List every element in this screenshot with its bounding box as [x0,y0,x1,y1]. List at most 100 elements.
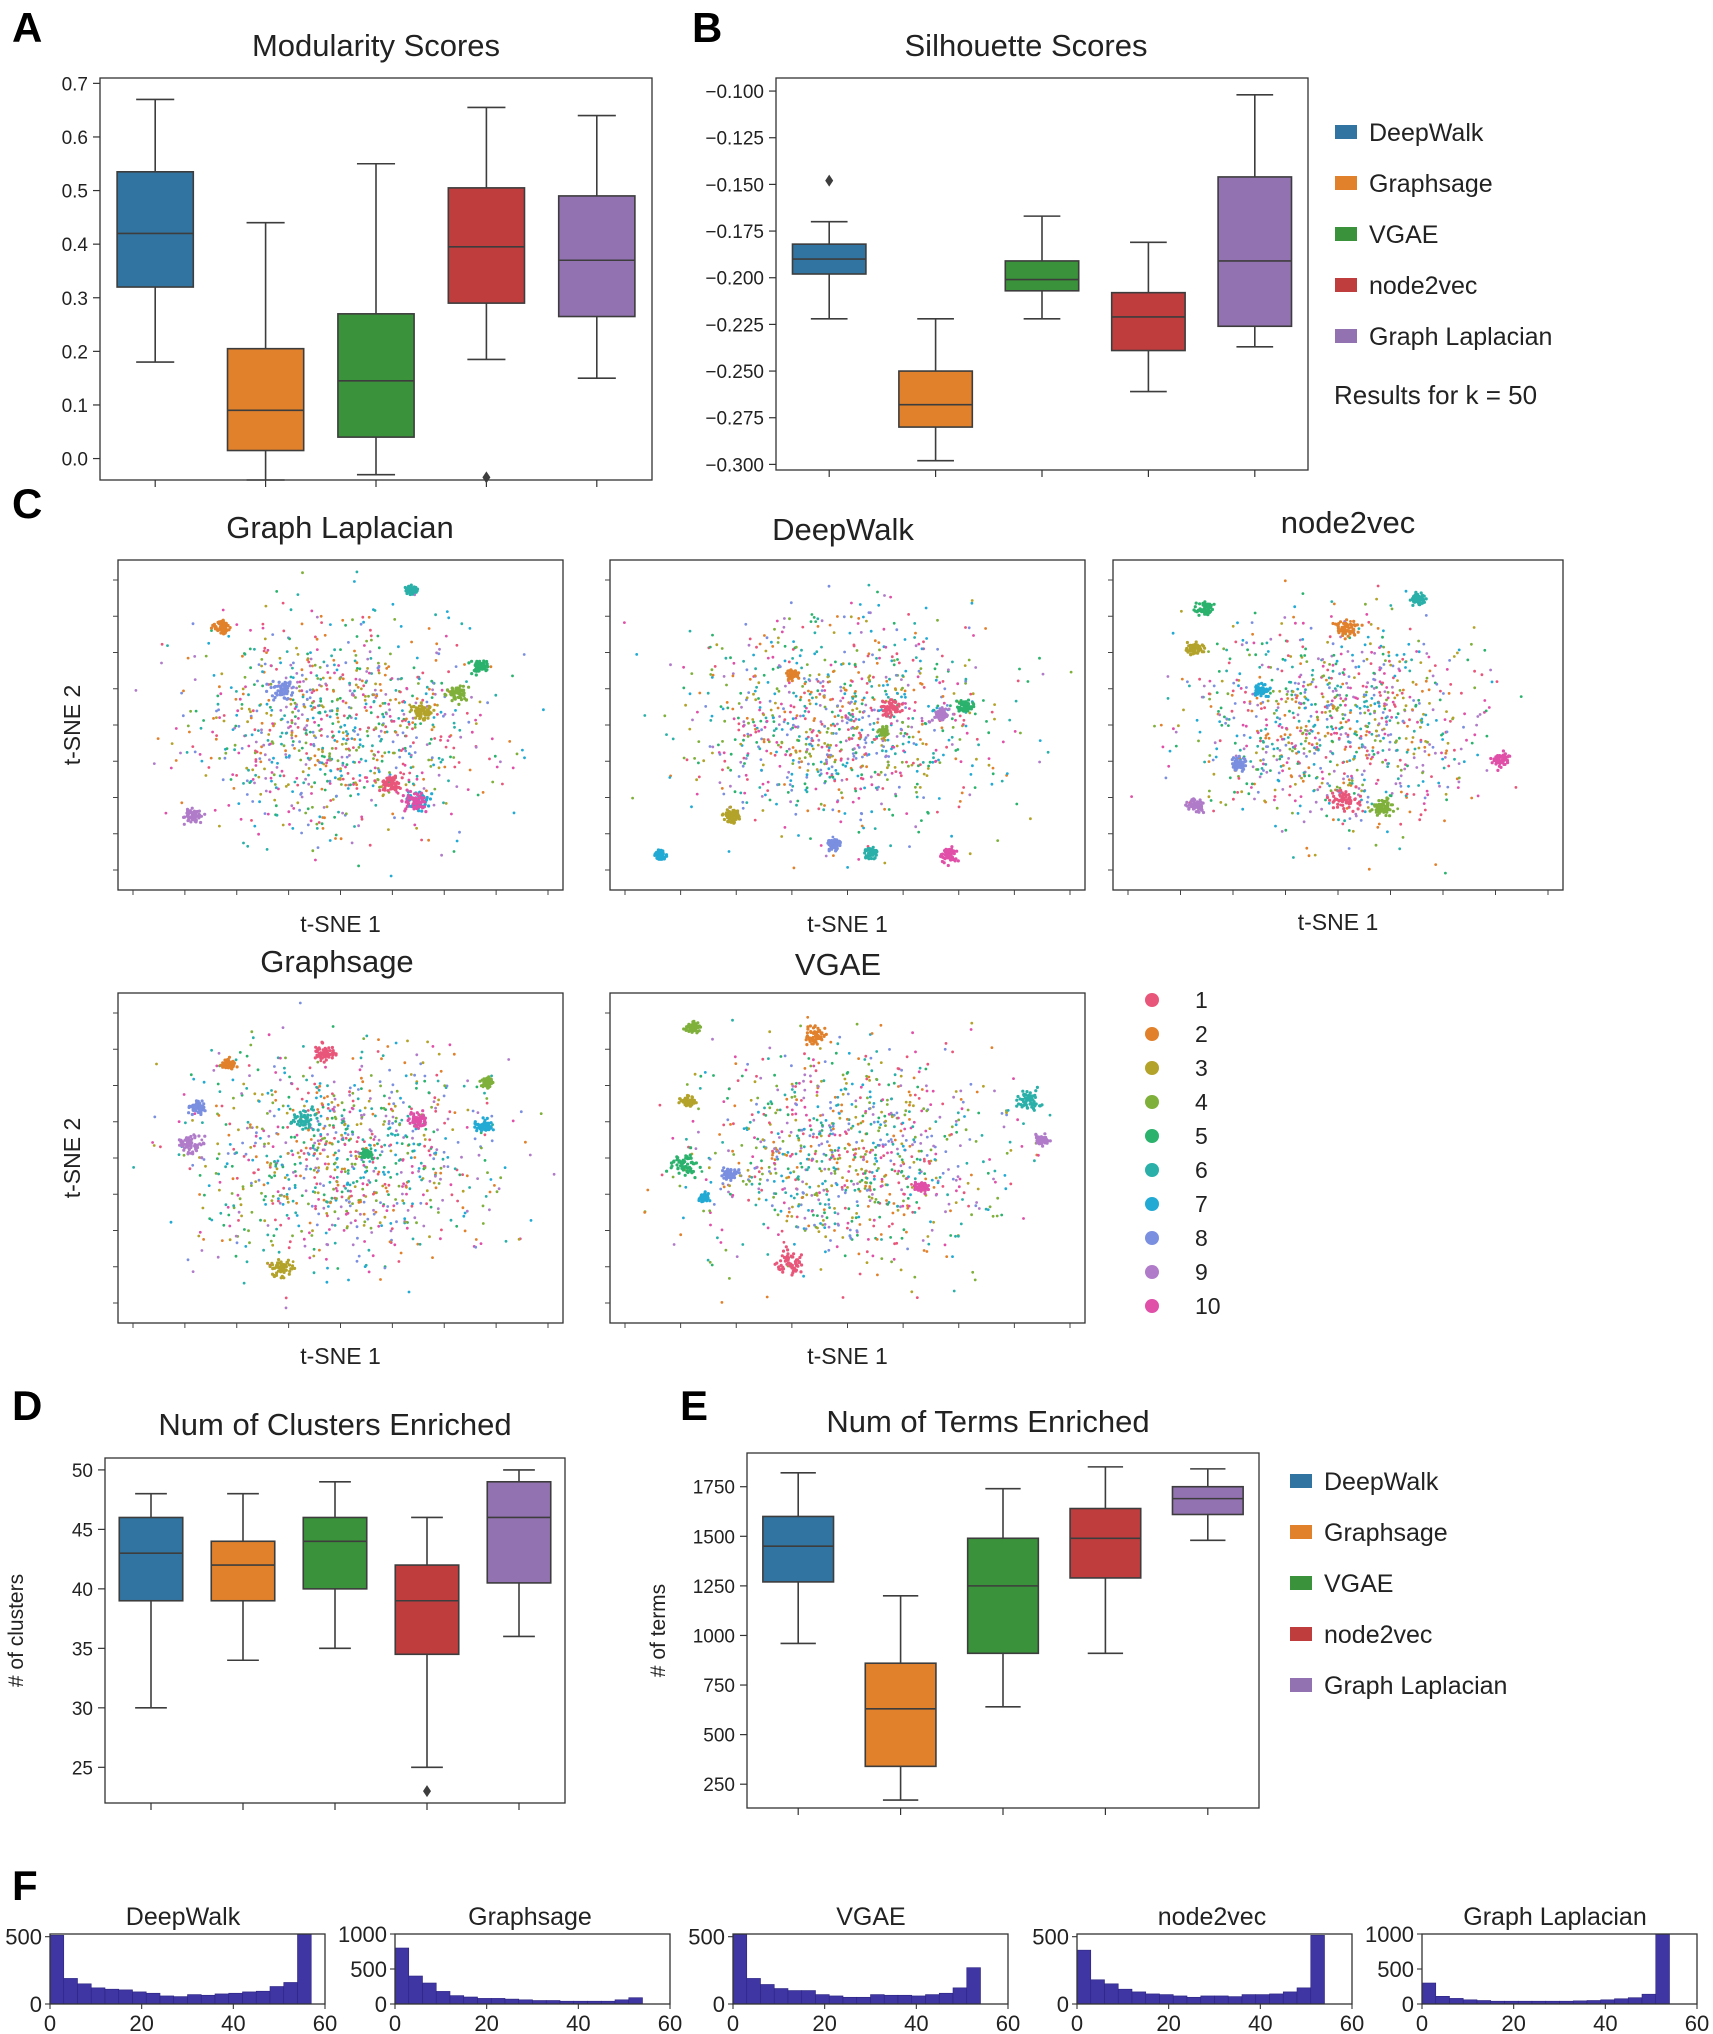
cluster-point [726,819,730,824]
scatter-point [371,744,374,748]
cluster-point [1331,806,1335,810]
scatter-point [1277,724,1281,728]
cluster-point [863,851,867,855]
scatter-point [1290,742,1294,745]
scatter-point [752,720,755,724]
scatter-point [864,703,868,707]
scatter-point [1291,811,1294,815]
scatter-point [833,760,837,764]
scatter-point [515,752,519,756]
scatter-point [300,831,303,835]
cluster-point [417,796,422,800]
scatter-point [355,748,358,752]
cluster-point [1189,645,1193,649]
legend-swatch [1335,227,1357,241]
scatter-point [265,711,269,715]
scatter-point [438,647,441,651]
scatter-point [791,759,795,762]
scatter-point [1489,668,1492,672]
scatter-point [481,791,485,794]
scatter-point [685,758,689,762]
scatter-point [336,759,340,763]
cluster-point [397,785,401,790]
cluster-point [1234,764,1238,768]
scatter-point [1422,802,1426,805]
scatter-point [991,766,995,770]
scatter-point [186,656,190,660]
scatter-point [253,824,257,828]
scatter-point [280,742,283,746]
cluster-point [874,849,879,853]
scatter-point [341,811,344,815]
scatter-point [1294,782,1297,786]
scatter-point [313,754,317,758]
y-tick-label: 0.2 [62,342,88,363]
scatter-point [941,680,945,683]
scatter-point [396,733,399,737]
cluster-point [449,692,453,696]
scatter-point [291,743,295,747]
scatter-point [1306,698,1310,702]
scatter-point [407,778,411,782]
scatter-point [365,709,368,712]
cluster-point [406,800,410,804]
scatter-point [212,717,215,720]
scatter-point [1368,712,1372,716]
scatter-point [974,666,978,669]
scatter-point [777,723,781,726]
scatter-point [900,760,904,764]
cluster-point [1378,806,1382,810]
scatter-point [970,601,974,605]
scatter-point [439,735,443,738]
scatter-point [1365,699,1368,703]
scatter-point [830,765,834,769]
scatter-point [1171,631,1175,635]
scatter-point [324,764,328,768]
scatter-point [1382,727,1386,731]
scatter-point [742,724,745,728]
scatter-point [958,714,962,718]
scatter-point [1326,700,1330,704]
scatter-point [1299,673,1303,677]
scatter-point [460,622,464,626]
scatter-point [771,667,775,671]
scatter-point [1241,723,1245,727]
scatter-point [1427,688,1431,692]
scatter-point [886,683,889,687]
cluster-point [721,812,725,816]
scatter-point [1263,706,1266,710]
scatter-point [828,775,832,779]
scatter-point [769,752,773,755]
cluster-point [415,587,420,591]
cluster-point [401,794,405,798]
scatter-point [892,621,896,625]
cluster-point [886,706,890,710]
scatter-point [880,802,883,806]
box-graphsage [898,370,974,428]
scatter-point [923,722,927,725]
cluster-point [278,684,283,688]
scatter-point [347,747,350,751]
scatter-point [451,713,455,716]
cluster-point [1343,637,1347,641]
cluster-point [653,853,657,858]
scatter-point [856,725,859,729]
scatter-point [409,766,413,769]
scatter-point [696,710,699,714]
scatter-points [134,570,545,878]
scatter-point [1344,697,1348,701]
scatter-point [1272,754,1276,758]
scatter-point [1363,711,1367,715]
scatter-point [220,672,224,676]
scatter-point [1412,756,1416,760]
scatter-point [836,615,839,618]
scatter-point [773,692,777,696]
cluster-point [966,709,970,713]
scatter-point [368,671,371,675]
scatter-point [366,667,369,670]
scatter-point [1396,679,1399,682]
scatter-point [1323,705,1327,709]
scatter-point [936,810,939,814]
